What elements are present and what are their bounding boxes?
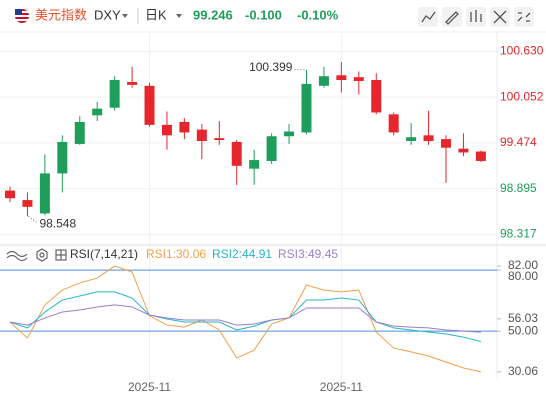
rsi-layout[interactable]	[55, 249, 67, 261]
x-tick-label: 2025-11	[128, 380, 171, 394]
annotation: 98.548	[39, 216, 76, 230]
annotation: 100.399	[249, 60, 293, 74]
candle-body	[423, 135, 434, 141]
candle-body	[458, 148, 469, 153]
x-tick-label: 2025-11	[320, 380, 363, 394]
candle-body	[179, 121, 190, 133]
flag-icon	[15, 9, 29, 23]
instrument-name: 美元指数	[35, 7, 87, 22]
dropdown-arrow[interactable]	[176, 14, 182, 18]
y-tick-label: 98.895	[500, 181, 537, 195]
y-tick-label: 100.630	[500, 44, 544, 58]
candle-body	[336, 75, 347, 81]
draw-tool-button[interactable]	[442, 7, 462, 27]
candle-body	[127, 81, 138, 85]
candle-body	[161, 124, 172, 136]
candle-body	[406, 137, 417, 141]
candle-body	[214, 138, 225, 141]
rsi-line	[9, 291, 482, 343]
legend-entry: RSI2:44.91	[212, 247, 272, 261]
y-tick-label: 82.00	[508, 258, 538, 272]
rsi-line	[9, 265, 481, 373]
price: 99.246	[193, 7, 233, 22]
candle-body	[5, 190, 15, 199]
candle-body	[388, 114, 399, 133]
candle-body	[371, 80, 382, 113]
candle-body	[92, 108, 103, 116]
candle-body	[318, 76, 329, 86]
y-tick-label: 98.317	[500, 227, 537, 241]
candle-body	[284, 131, 295, 137]
legend-entry: RSI3:49.45	[278, 247, 338, 261]
period[interactable]: 日K	[145, 7, 167, 22]
candle-body	[475, 151, 486, 161]
rsi-line	[9, 304, 481, 333]
candle-body	[231, 141, 242, 166]
settings-button[interactable]	[514, 7, 534, 27]
candle-body	[266, 136, 277, 162]
y-tick-label: 80.00	[508, 269, 538, 283]
candle-body	[249, 160, 260, 169]
y-tick-label: 100.052	[500, 89, 544, 103]
change: -0.100	[245, 7, 282, 22]
y-tick-label: 56.03	[508, 311, 538, 325]
symbol[interactable]: DXY	[94, 7, 121, 22]
visibility-toggle[interactable]	[6, 250, 28, 262]
change-percent: -0.10%	[297, 7, 339, 22]
y-tick-label: 30.06	[508, 364, 538, 378]
candle-body	[441, 139, 451, 148]
legend-entry: RSI1:30.06	[146, 247, 206, 261]
annotation-leader	[28, 215, 38, 224]
candle-body	[301, 83, 312, 133]
candle-body	[353, 77, 364, 81]
candle-body	[74, 121, 85, 144]
candle-body	[109, 80, 120, 108]
candle-body	[196, 129, 207, 141]
candle-body	[39, 173, 50, 214]
y-tick-label: 99.474	[500, 135, 537, 149]
fullscreen-button[interactable]	[490, 7, 510, 27]
rsi-tools	[6, 248, 67, 262]
candle-body	[144, 85, 155, 125]
candle-body	[22, 200, 33, 207]
line-tool-button[interactable]	[418, 7, 438, 27]
toolbar	[418, 7, 534, 27]
dropdown-arrow[interactable]	[122, 14, 128, 18]
candle-body	[57, 141, 68, 174]
rsi-settings[interactable]	[36, 248, 48, 262]
indicator-title: RSI(7,14,21)	[70, 247, 138, 261]
indicator-button[interactable]	[466, 7, 486, 27]
y-tick-label: 50.00	[508, 323, 538, 337]
